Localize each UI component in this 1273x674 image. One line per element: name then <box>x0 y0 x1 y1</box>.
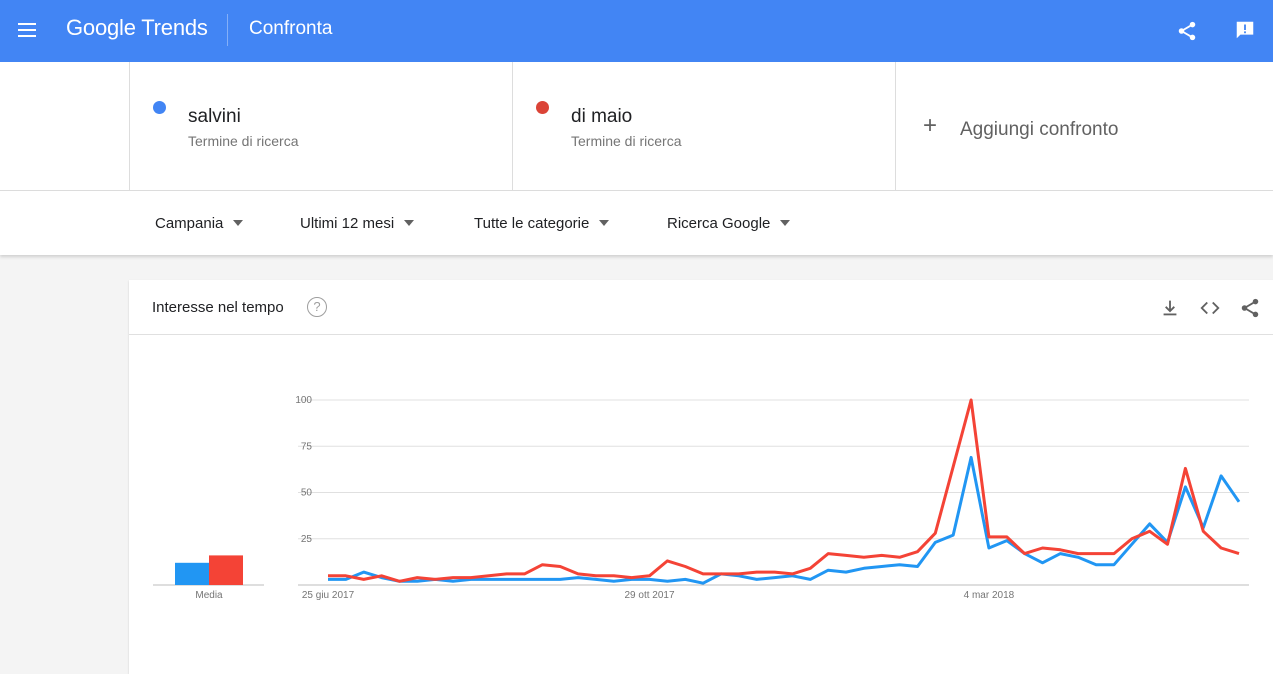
search-type-value: Ricerca Google <box>667 215 771 232</box>
category-value: Tutte le categorie <box>474 215 590 232</box>
y-tick-label: 75 <box>301 441 313 452</box>
category-dropdown[interactable]: Tutte le categorie <box>474 215 610 232</box>
region-value: Campania <box>155 215 224 232</box>
chevron-down-icon <box>404 220 415 226</box>
card-header: Interesse nel tempo ? <box>129 280 1273 335</box>
chart-grid <box>298 399 1249 586</box>
x-tick-label: 25 giu 2017 <box>302 590 355 601</box>
time-range-value: Ultimi 12 mesi <box>300 215 395 232</box>
term-card-salvini[interactable]: salvini Termine di ricerca <box>129 62 513 190</box>
add-comparison-button[interactable]: + Aggiungi confronto <box>895 62 1273 190</box>
chart-lines <box>328 398 1241 585</box>
y-tick-label: 50 <box>301 488 313 499</box>
series-line-salvini <box>328 455 1241 585</box>
chevron-down-icon <box>780 220 791 226</box>
header-divider <box>227 14 228 46</box>
average-bar-salvini <box>175 562 209 585</box>
card-title: Interesse nel tempo <box>152 299 284 316</box>
term-card-di-maio[interactable]: di maio Termine di ricerca <box>512 62 896 190</box>
term-name[interactable]: di maio <box>571 106 633 127</box>
y-tick-label: 100 <box>295 395 312 406</box>
help-icon[interactable]: ? <box>307 297 327 317</box>
term-color-dot <box>153 101 166 114</box>
average-label: Media <box>195 590 223 601</box>
x-tick-label: 29 ott 2017 <box>625 590 675 601</box>
x-tick-label: 4 mar 2018 <box>964 590 1015 601</box>
y-tick-label: 25 <box>301 534 313 545</box>
series-line-di-maio <box>328 398 1240 583</box>
plus-icon: + <box>923 112 938 139</box>
share-icon[interactable] <box>1239 297 1261 319</box>
chevron-down-icon <box>233 220 244 226</box>
add-comparison-label: Aggiungi confronto <box>960 119 1119 140</box>
x-axis-labels: 25 giu 2017 29 ott 2017 4 mar 2018 <box>302 590 1015 601</box>
time-range-dropdown[interactable]: Ultimi 12 mesi <box>300 215 415 232</box>
google-trends-logo[interactable]: Google Trends <box>66 15 208 40</box>
term-name[interactable]: salvini <box>188 106 241 127</box>
share-icon[interactable] <box>1176 19 1198 43</box>
average-bars: Media <box>153 555 264 601</box>
embed-icon[interactable] <box>1199 297 1221 319</box>
interest-over-time-card: Interesse nel tempo ? 100 75 50 25 25 giu 2… <box>129 280 1273 674</box>
page-title: Confronta <box>249 18 333 39</box>
feedback-icon[interactable] <box>1234 19 1256 41</box>
menu-icon[interactable] <box>18 21 38 39</box>
filters-bar: Campania Ultimi 12 mesi Tutte le categor… <box>0 191 1273 255</box>
term-type: Termine di ricerca <box>571 133 682 149</box>
download-icon[interactable] <box>1159 297 1181 319</box>
search-terms-row: salvini Termine di ricerca di maio Termi… <box>0 62 1273 191</box>
term-color-dot <box>536 101 549 114</box>
chevron-down-icon <box>599 220 610 226</box>
interest-chart: 100 75 50 25 25 giu 2017 29 ott 2017 4 mar 20… <box>153 395 1249 601</box>
term-type: Termine di ricerca <box>188 133 299 149</box>
top-app-bar: Google Trends Confronta <box>0 0 1273 62</box>
search-type-dropdown[interactable]: Ricerca Google <box>667 215 791 232</box>
average-bar-di-maio <box>209 555 243 585</box>
region-dropdown[interactable]: Campania <box>155 215 244 232</box>
y-axis-ticks: 100 75 50 25 <box>295 395 312 545</box>
